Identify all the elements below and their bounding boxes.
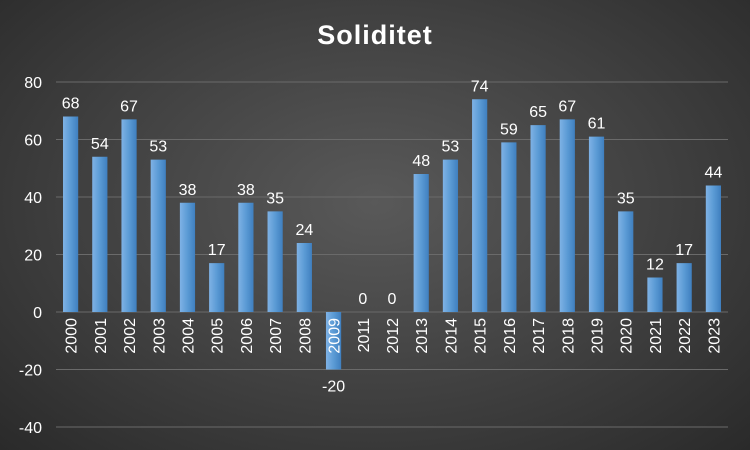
data-label: 65 (529, 104, 547, 121)
x-tick-label: 2019 (590, 318, 607, 354)
data-label: 38 (237, 182, 255, 199)
data-label: 68 (62, 96, 80, 113)
bar (413, 174, 429, 312)
data-label: 53 (149, 139, 167, 156)
bar (150, 159, 166, 312)
data-label: 44 (704, 165, 722, 182)
y-tick-label: 40 (24, 190, 42, 207)
y-tick-label: 80 (24, 75, 42, 92)
x-tick-label: 2014 (443, 318, 460, 354)
bar (209, 263, 225, 312)
x-tick-label: 2022 (677, 318, 694, 354)
data-label: 0 (358, 291, 367, 308)
data-label: 38 (179, 182, 197, 199)
x-tick-label: 2004 (180, 318, 197, 354)
x-tick-label: 2009 (327, 318, 344, 354)
data-label: 17 (675, 242, 693, 259)
data-label: 17 (208, 242, 226, 259)
x-tick-label: 2011 (356, 318, 373, 353)
data-label: 12 (646, 257, 664, 274)
y-tick-label: 60 (24, 133, 42, 150)
bars (63, 99, 721, 370)
data-label: 74 (471, 78, 489, 95)
data-label: -20 (322, 379, 345, 396)
bar (442, 159, 459, 312)
x-tick-label: 2007 (268, 318, 285, 354)
bar (92, 156, 108, 312)
bar (325, 312, 342, 370)
bar (501, 142, 517, 312)
x-tick-label: 2006 (239, 318, 256, 354)
y-tick-label: -20 (19, 363, 42, 380)
x-tick-label: 2020 (619, 318, 636, 354)
x-tick-label: 2016 (502, 318, 519, 354)
bar (238, 202, 254, 312)
gridlines (56, 81, 728, 428)
x-tick-label: 2021 (648, 318, 665, 354)
data-label: 48 (412, 153, 430, 170)
x-axis-ticks: 2000 2001 2002 2003 2004 2005 2006 2007 2008 2009… (64, 318, 724, 354)
x-tick-label: 2005 (210, 318, 227, 354)
bar (705, 185, 721, 312)
bar (618, 211, 634, 312)
x-tick-label: 2013 (414, 318, 431, 354)
bar (530, 125, 546, 312)
bar (647, 277, 663, 312)
y-axis-ticks: -40 -20 0 20 40 60 80 (19, 75, 42, 437)
bar (267, 211, 283, 312)
x-tick-label: 2023 (706, 318, 723, 354)
chart-title: Soliditet (317, 20, 433, 50)
data-label: 67 (558, 98, 576, 115)
x-tick-label: 2008 (297, 318, 314, 354)
bar (179, 202, 196, 312)
data-labels: 68 54 67 53 38 17 38 35 24 -20 0 0 48 53 74 59 65 67 61 35 1… (62, 78, 723, 395)
x-tick-label: 2001 (93, 318, 110, 354)
bar (63, 116, 79, 312)
data-label: 61 (588, 116, 606, 133)
bar (296, 243, 312, 312)
data-label: 54 (91, 136, 109, 153)
y-tick-label: -40 (19, 420, 42, 437)
bar (121, 119, 137, 312)
data-label: 53 (442, 139, 460, 156)
x-tick-label: 2015 (473, 318, 490, 354)
y-tick-label: 0 (33, 305, 42, 322)
bar (676, 263, 692, 312)
x-tick-label: 2017 (531, 318, 548, 354)
y-tick-label: 20 (24, 248, 42, 265)
data-label: 67 (120, 98, 138, 115)
data-label: 0 (388, 291, 397, 308)
x-tick-label: 2018 (560, 318, 577, 354)
data-label: 35 (617, 190, 635, 207)
data-label: 24 (295, 222, 313, 239)
data-label: 35 (266, 190, 284, 207)
x-tick-label: 2002 (122, 318, 139, 354)
bar (588, 136, 605, 312)
x-tick-label: 2000 (64, 318, 81, 354)
bar (472, 99, 488, 312)
x-tick-label: 2012 (385, 318, 402, 354)
x-tick-label: 2003 (151, 318, 168, 354)
data-label: 59 (500, 121, 518, 138)
bar (559, 119, 575, 312)
